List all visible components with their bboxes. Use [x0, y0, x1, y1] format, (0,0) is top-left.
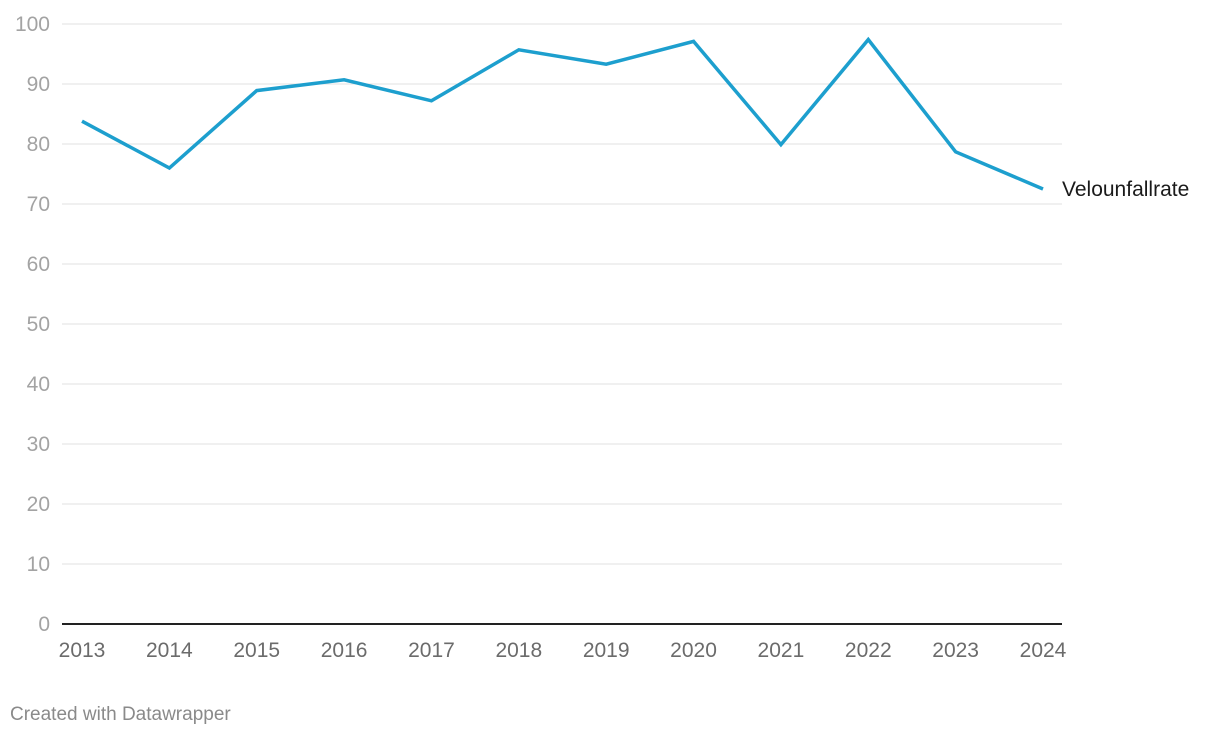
series-group: Velounfallrate — [81, 36, 1189, 201]
y-tick-label: 60 — [27, 253, 50, 276]
x-tick-label: 2016 — [321, 639, 368, 662]
y-tick-label: 20 — [27, 493, 50, 516]
series-label: Velounfallrate — [1062, 178, 1189, 201]
y-tick-label: 90 — [27, 73, 50, 96]
y-tick-label: 0 — [38, 613, 50, 636]
x-tick-label: 2020 — [670, 639, 717, 662]
series-line — [81, 36, 1044, 191]
x-tick-label: 2019 — [583, 639, 630, 662]
y-tick-label: 40 — [27, 373, 50, 396]
x-tick-label: 2023 — [932, 639, 979, 662]
y-tick-label: 70 — [27, 193, 50, 216]
x-tick-label: 2024 — [1020, 639, 1067, 662]
x-tick-label: 2014 — [146, 639, 193, 662]
credit-footer: Created with Datawrapper — [10, 704, 231, 725]
y-tick-label: 100 — [15, 13, 50, 36]
y-tick-label: 10 — [27, 553, 50, 576]
x-tick-label: 2018 — [495, 639, 542, 662]
gridlines — [62, 23, 1062, 565]
x-tick-label: 2013 — [59, 639, 106, 662]
x-tick-label: 2017 — [408, 639, 455, 662]
x-tick-label: 2021 — [758, 639, 805, 662]
x-axis-ticks: 2013 2014 2015 2016 2017 2018 2019 2020 2021 2022… — [59, 639, 1067, 662]
y-axis-ticks: 0 10 20 30 40 50 60 70 80 90 100 — [15, 13, 50, 636]
x-tick-label: 2015 — [233, 639, 280, 662]
x-tick-label: 2022 — [845, 639, 892, 662]
y-tick-label: 50 — [27, 313, 50, 336]
y-tick-label: 80 — [27, 133, 50, 156]
y-tick-label: 30 — [27, 433, 50, 456]
